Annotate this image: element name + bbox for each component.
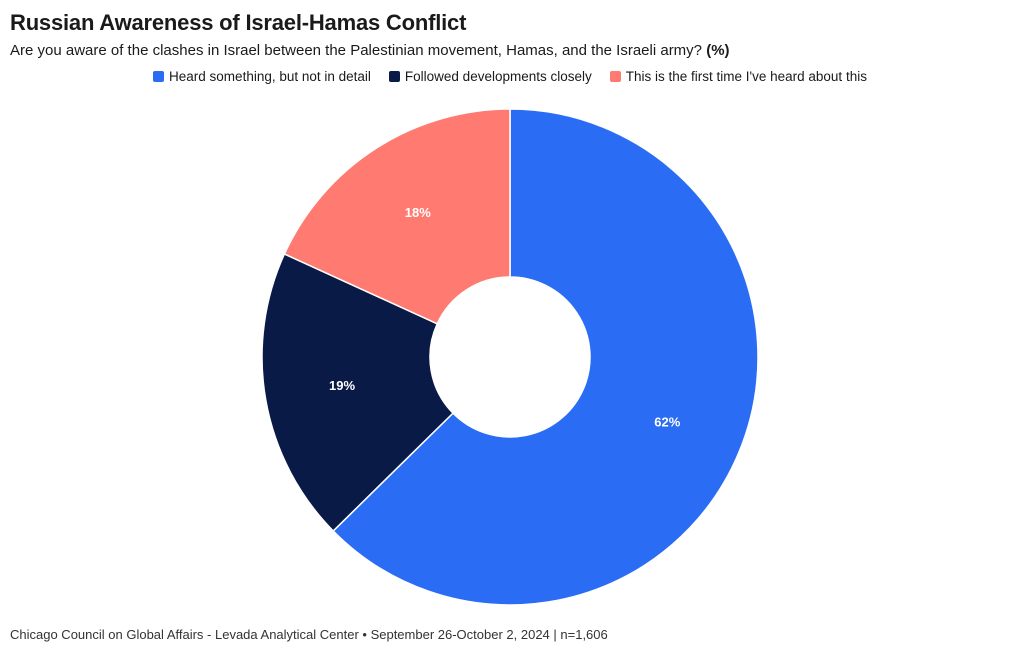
legend-item: Followed developments closely [389, 69, 592, 84]
donut-chart: 62% 19% 18% [10, 90, 1010, 623]
legend-item: This is the first time I've heard about … [610, 69, 867, 84]
slice-label-heard: 62% [654, 414, 680, 429]
legend-swatch-icon [389, 71, 400, 82]
subtitle-pct: (%) [706, 42, 729, 59]
legend-label: Heard something, but not in detail [169, 69, 371, 84]
legend: Heard something, but not in detail Follo… [10, 69, 1010, 84]
donut-hole [430, 277, 590, 437]
legend-item: Heard something, but not in detail [153, 69, 371, 84]
chart-container: Russian Awareness of Israel-Hamas Confli… [0, 0, 1020, 650]
legend-label: This is the first time I've heard about … [626, 69, 867, 84]
chart-title: Russian Awareness of Israel-Hamas Confli… [10, 10, 1010, 36]
legend-label: Followed developments closely [405, 69, 592, 84]
legend-swatch-icon [153, 71, 164, 82]
slice-label-followed: 19% [329, 378, 355, 393]
subtitle-text: Are you aware of the clashes in Israel b… [10, 42, 706, 59]
legend-swatch-icon [610, 71, 621, 82]
donut-svg: 62% 19% 18% [260, 107, 760, 607]
chart-footer: Chicago Council on Global Affairs - Leva… [10, 627, 1010, 642]
slice-label-firsttime: 18% [405, 204, 431, 219]
chart-subtitle: Are you aware of the clashes in Israel b… [10, 42, 1010, 59]
